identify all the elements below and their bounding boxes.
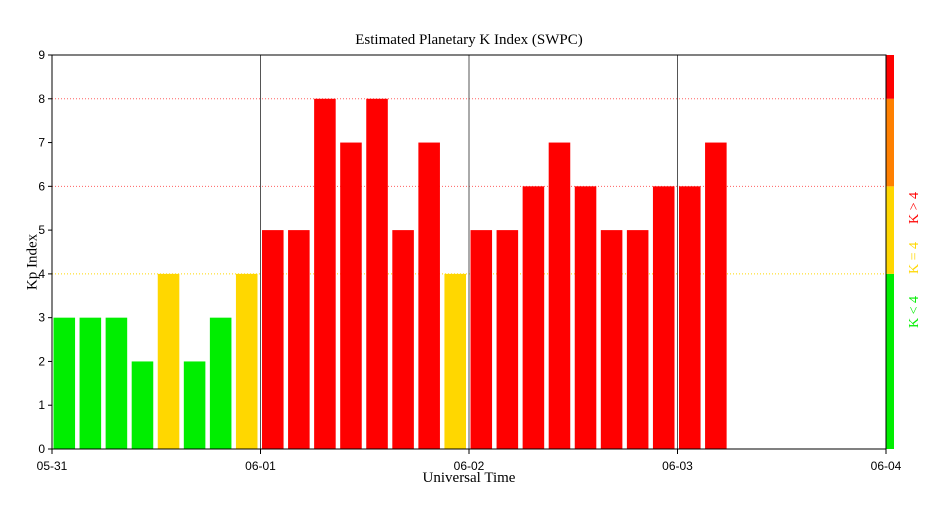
scale-segment — [886, 186, 894, 274]
x-tick-label: 06-02 — [454, 459, 485, 473]
bar — [522, 186, 545, 450]
legend-k-less-4: K < 4 — [907, 295, 922, 329]
y-tick-label: 4 — [38, 267, 45, 281]
bar — [105, 317, 128, 449]
bar — [679, 186, 701, 450]
bar — [157, 273, 180, 449]
y-tick-label: 9 — [38, 48, 45, 62]
y-tick-label: 5 — [38, 223, 45, 237]
bar — [626, 230, 649, 449]
bar — [314, 98, 336, 450]
bar — [444, 273, 466, 449]
chart-title: Estimated Planetary K Index (SWPC) — [355, 32, 583, 48]
x-axis-label: Universal Time — [422, 470, 516, 486]
x-tick-label: 06-04 — [871, 459, 902, 473]
y-tick-label: 6 — [38, 179, 45, 193]
bar — [262, 230, 284, 449]
bar — [288, 230, 310, 449]
scale-segment — [886, 55, 894, 99]
legend-k-greater-4: K > 4 — [907, 191, 922, 225]
y-tick-label: 7 — [38, 136, 45, 150]
bar — [183, 361, 206, 449]
y-tick-label: 2 — [38, 354, 45, 368]
x-tick-label: 06-03 — [662, 459, 693, 473]
x-tick-label: 05-31 — [37, 459, 68, 473]
bar — [209, 317, 232, 449]
bar — [340, 142, 362, 450]
bar — [705, 142, 727, 450]
y-tick-label: 1 — [38, 398, 45, 412]
legend-k-equal-4: K = 4 — [907, 241, 922, 275]
bar — [366, 98, 388, 450]
bar — [79, 317, 102, 449]
scale-segment — [886, 98, 894, 187]
bar — [574, 186, 597, 450]
bar — [235, 273, 258, 449]
bar — [652, 186, 675, 450]
bar — [53, 317, 76, 449]
x-tick-label: 06-01 — [245, 459, 276, 473]
bar — [418, 142, 440, 450]
scale-segment — [886, 273, 894, 449]
y-tick-label: 0 — [38, 442, 45, 456]
bar — [392, 230, 414, 449]
bar — [496, 230, 519, 449]
bar — [600, 230, 623, 449]
y-tick-label: 3 — [38, 311, 45, 325]
y-axis-label: Kp Index — [24, 233, 41, 291]
bar — [548, 142, 571, 450]
bar — [131, 361, 154, 449]
y-tick-label: 8 — [38, 92, 45, 106]
bar — [470, 230, 493, 449]
